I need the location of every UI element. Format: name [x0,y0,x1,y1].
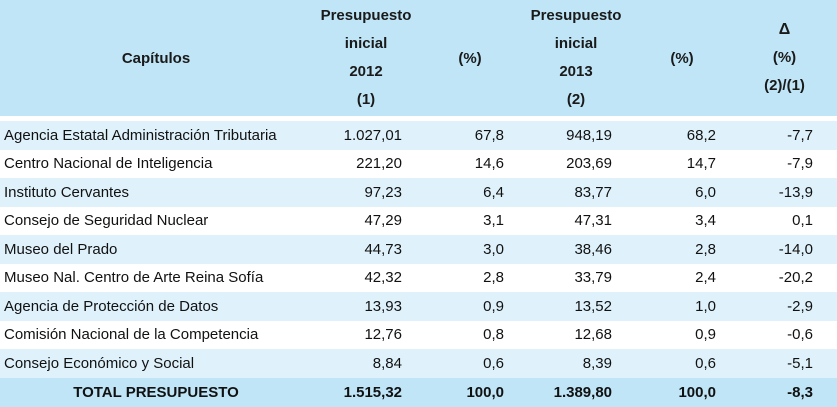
row-budget-2012: 44,73 [364,240,402,258]
row-pct-2012: 0,8 [483,326,504,344]
row-budget-2013: 38,46 [574,240,612,258]
row-budget-2012: 97,23 [364,183,402,201]
header-budget-2012-line: inicial [344,35,388,52]
row-budget-2013: 8,39 [582,354,612,372]
row-delta: -14,0 [778,240,813,258]
header-budget-2013: Presupuesto inicial 2013 (2) [520,0,632,116]
row-name: Comisión Nacional de la Competencia [4,326,259,344]
table-row: Comisión Nacional de la Competencia 12,76… [0,320,837,349]
row-pct-2012: 6,4 [483,183,504,201]
table-row: Museo del Prado 44,73 3,0 38,46 2,8 -14,0 [0,235,837,264]
row-pct-2012: 0,6 [483,354,504,372]
header-budget-2012-line: Presupuesto [320,7,412,24]
header-delta-line: (2)/(1) [764,77,805,94]
header-budget-2012-line: (1) [356,91,376,108]
row-pct-2013: 0,9 [695,326,716,344]
row-budget-2013: 33,79 [574,269,612,287]
row-pct-2013: 2,4 [695,269,716,287]
table-row: Agencia Estatal Administración Tributari… [0,121,837,150]
row-budget-2012: 12,76 [364,326,402,344]
row-budget-2013: 203,69 [566,155,612,173]
header-budget-2012: Presupuesto inicial 2012 (1) [312,0,420,116]
header-budget-2013-line: inicial [554,35,598,52]
row-pct-2013: 1,0 [695,297,716,315]
row-pct-2013: 0,6 [695,354,716,372]
row-delta: -7,7 [787,126,813,144]
row-pct-2012: 0,9 [483,297,504,315]
row-pct-2013: 2,8 [695,240,716,258]
header-pct-2013: (%) [632,0,732,116]
row-pct-2013: 6,0 [695,183,716,201]
row-budget-2013: 948,19 [566,126,612,144]
row-pct-2012: 3,0 [483,240,504,258]
row-delta: -20,2 [778,269,813,287]
table-row: Museo Nal. Centro de Arte Reina Sofía 42,… [0,263,837,292]
row-name: Instituto Cervantes [4,183,130,201]
row-budget-2013: 12,68 [574,326,612,344]
row-pct-2013: 3,4 [695,212,716,230]
row-budget-2013: 47,31 [574,212,612,230]
row-budget-2013: 83,77 [574,183,612,201]
delta-symbol-icon: Δ [778,21,791,38]
row-budget-2012: 8,84 [372,354,402,372]
header-budget-2013-line: Presupuesto [530,7,622,24]
row-budget-2012: 13,93 [364,297,402,315]
row-name: Museo Nal. Centro de Arte Reina Sofía [4,269,264,287]
row-delta: -0,6 [787,326,813,344]
row-delta: -5,1 [787,354,813,372]
header-capitulos: Capítulos [121,49,191,67]
total-budget-2013: 1.389,80 [553,383,612,401]
row-pct-2013: 14,7 [686,155,716,173]
row-name: Consejo Económico y Social [4,354,195,372]
header-pct-2013-label: (%) [670,49,694,67]
header-budget-2012-line: 2012 [349,63,383,80]
header-budget-2013-line: (2) [566,91,586,108]
row-name: Centro Nacional de Inteligencia [4,155,213,173]
total-pct-2013: 100,0 [678,383,716,401]
row-name: Agencia de Protección de Datos [4,297,219,315]
row-pct-2012: 14,6 [474,155,504,173]
total-delta: -8,3 [787,383,813,401]
row-budget-2012: 221,20 [356,155,402,173]
row-delta: -2,9 [787,297,813,315]
table-row: Instituto Cervantes 97,23 6,4 83,77 6,0 -13,9 [0,178,837,207]
table-row: Consejo de Seguridad Nuclear 47,29 3,1 47,3… [0,206,837,235]
row-delta: -13,9 [778,183,813,201]
row-delta: -7,9 [787,155,813,173]
header-delta: Δ (%) (2)/(1) [732,0,837,116]
header-row: Capítulos Presupuesto inicial 2012 (1) (… [0,0,837,116]
total-label: TOTAL PRESUPUESTO [73,383,239,401]
row-budget-2012: 47,29 [364,212,402,230]
header-pct-2012: (%) [420,0,520,116]
header-spacer [0,116,837,121]
header-pct-2012-label: (%) [458,49,482,67]
table-body: Agencia Estatal Administración Tributari… [0,121,837,378]
header-delta-line: (%) [772,49,797,66]
table-row: Agencia de Protección de Datos 13,93 0,9 13… [0,292,837,321]
row-budget-2013: 13,52 [574,297,612,315]
row-pct-2013: 68,2 [686,126,716,144]
table-row: Consejo Económico y Social 8,84 0,6 8,39 0,6… [0,349,837,378]
row-name: Museo del Prado [4,240,118,258]
total-row: TOTAL PRESUPUESTO 1.515,32 100,0 1.389,8… [0,377,837,407]
row-budget-2012: 1.027,01 [343,126,402,144]
row-pct-2012: 2,8 [483,269,504,287]
table-row: Centro Nacional de Inteligencia 221,20 14,… [0,149,837,178]
row-budget-2012: 42,32 [364,269,402,287]
total-budget-2012: 1.515,32 [343,383,402,401]
row-delta: 0,1 [792,212,813,230]
row-name: Agencia Estatal Administración Tributari… [4,126,277,144]
row-pct-2012: 67,8 [474,126,504,144]
header-budget-2013-line: 2013 [559,63,593,80]
row-pct-2012: 3,1 [483,212,504,230]
row-name: Consejo de Seguridad Nuclear [4,212,209,230]
total-pct-2012: 100,0 [466,383,504,401]
